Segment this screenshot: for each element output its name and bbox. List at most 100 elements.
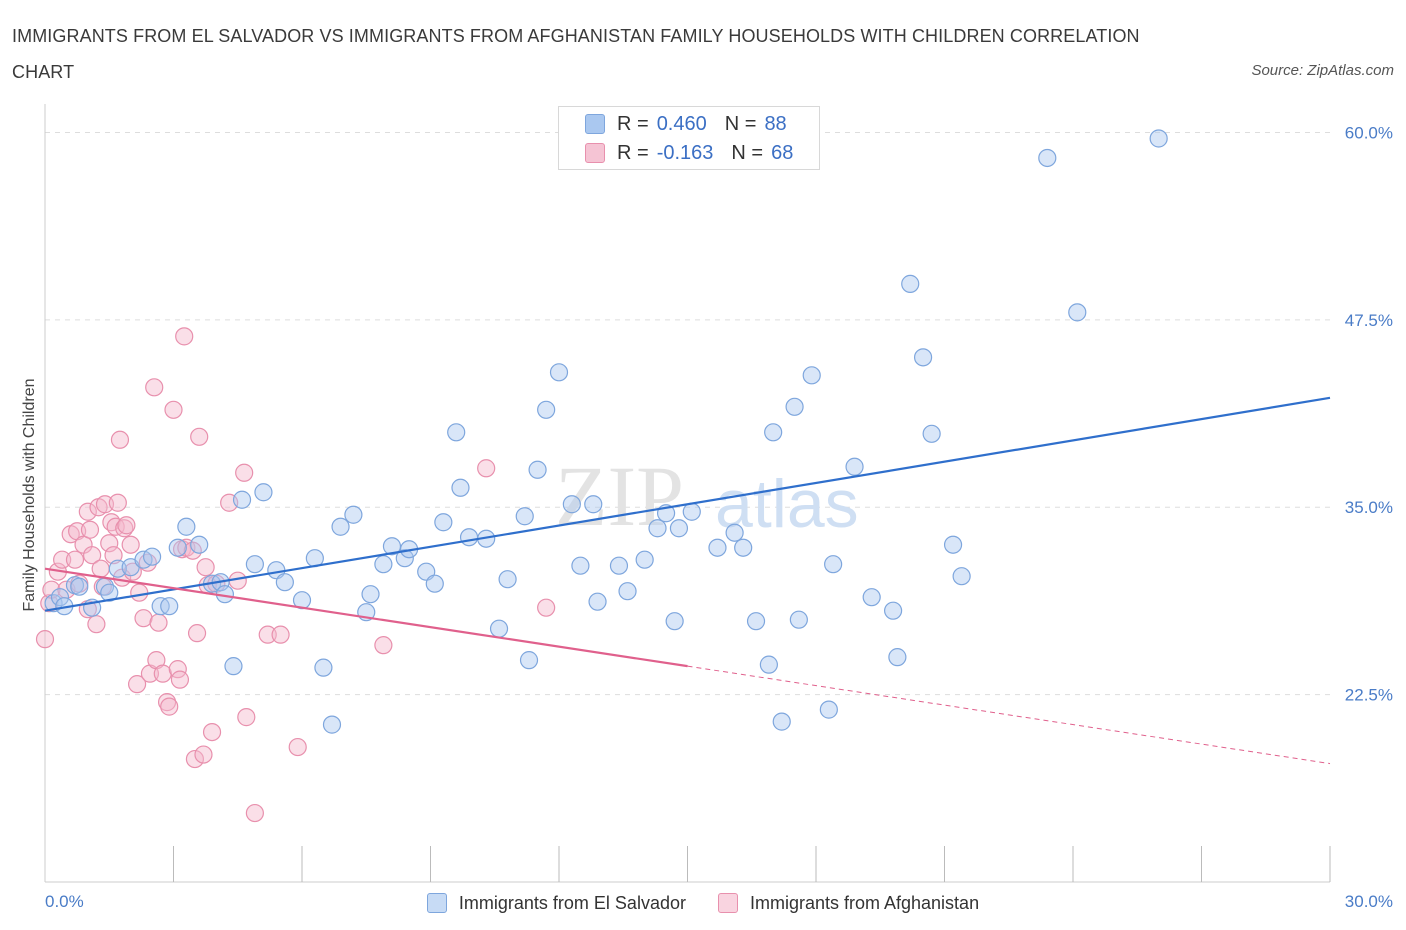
afghanistan-point bbox=[190, 427, 209, 446]
afghanistan-point bbox=[83, 546, 102, 565]
el-salvador-point bbox=[537, 400, 556, 419]
el-salvador-point bbox=[314, 658, 333, 677]
afghanistan-point bbox=[477, 459, 496, 478]
watermark-zip: ZIP bbox=[555, 448, 684, 544]
el-salvador-point bbox=[708, 538, 727, 557]
el-salvador-point bbox=[254, 483, 273, 502]
el-salvador-point bbox=[50, 588, 70, 607]
el-salvador-point bbox=[862, 588, 881, 607]
el-salvador-point bbox=[635, 550, 654, 569]
afghanistan-point bbox=[202, 722, 222, 742]
el-salvador-point bbox=[789, 610, 808, 629]
x-tick-labels: 0.0% 30.0% bbox=[45, 892, 1393, 911]
el-salvador-trend-line bbox=[44, 396, 1331, 612]
el-salvador-point bbox=[785, 397, 804, 416]
n-label: N = bbox=[731, 141, 764, 164]
legend-label: Immigrants from Afghanistan bbox=[749, 892, 980, 913]
y-tick-label: 60.0% bbox=[1345, 123, 1393, 142]
el-salvador-point bbox=[584, 495, 603, 514]
afghanistan-point bbox=[175, 327, 194, 346]
source-label: Source: ZipAtlas.com bbox=[1251, 62, 1394, 79]
afghanistan-point bbox=[127, 675, 147, 694]
n-label: N = bbox=[724, 112, 757, 135]
el-salvador-point bbox=[913, 348, 933, 367]
el-salvador-point bbox=[322, 715, 342, 734]
el-salvador-point bbox=[845, 457, 864, 476]
afghanistan-point bbox=[117, 516, 136, 535]
trend-lines bbox=[44, 396, 1331, 765]
el-salvador-point bbox=[451, 478, 470, 497]
el-salvador-point bbox=[100, 583, 119, 602]
afghanistan-point bbox=[104, 546, 123, 565]
el-salvador-point bbox=[759, 655, 778, 674]
el-salvador-point bbox=[819, 700, 838, 719]
afghanistan-point bbox=[160, 697, 179, 716]
afghanistan-point bbox=[537, 598, 556, 617]
afghanistan-point bbox=[237, 708, 256, 727]
afghanistan-points bbox=[35, 327, 556, 823]
el-salvador-points bbox=[44, 129, 1168, 734]
series-legend: Immigrants from El Salvador Immigrants f… bbox=[0, 888, 1406, 918]
n-value: 68 bbox=[771, 141, 794, 164]
el-salvador-point bbox=[682, 502, 701, 521]
el-salvador-point bbox=[922, 424, 941, 443]
el-salvador-point bbox=[447, 423, 466, 442]
r-label: R = bbox=[617, 141, 649, 164]
afghanistan-point bbox=[65, 550, 85, 569]
el-salvador-point bbox=[1068, 303, 1087, 322]
el-salvador-point bbox=[395, 549, 414, 568]
afghanistan-point bbox=[121, 535, 140, 554]
afghanistan-point bbox=[271, 625, 290, 644]
el-salvador-point bbox=[190, 535, 209, 554]
afghanistan-point bbox=[108, 493, 127, 512]
el-salvador-point bbox=[746, 612, 766, 631]
el-salvador-point bbox=[901, 274, 920, 293]
x-tick-label: 0.0% bbox=[45, 892, 84, 911]
legend-item-el-salvador: Immigrants from El Salvador bbox=[426, 888, 686, 918]
el-salvador-point bbox=[331, 517, 350, 536]
correlation-legend: R = 0.460 N = 88 R = -0.163 N = 68 bbox=[558, 106, 820, 170]
afghanistan-point bbox=[187, 624, 207, 643]
el-salvador-point bbox=[70, 577, 89, 596]
afghanistan-point bbox=[149, 613, 168, 632]
el-salvador-point bbox=[425, 574, 444, 593]
el-salvador-point bbox=[952, 567, 971, 586]
afghanistan-point bbox=[53, 550, 72, 569]
afghanistan-point bbox=[194, 745, 213, 764]
grid-lines bbox=[45, 131, 1330, 696]
afghanistan-point bbox=[91, 559, 110, 578]
el-salvador-point bbox=[519, 651, 539, 670]
afghanistan-point bbox=[100, 534, 119, 553]
afghanistan-point bbox=[196, 558, 215, 577]
afghanistan-point bbox=[87, 615, 106, 634]
blue-swatch-icon bbox=[426, 893, 447, 913]
el-salvador-point bbox=[824, 555, 843, 574]
el-salvador-point bbox=[562, 495, 581, 514]
el-salvador-point bbox=[361, 585, 380, 604]
el-salvador-point bbox=[177, 517, 196, 536]
r-value: 0.460 bbox=[656, 112, 707, 135]
afghanistan-point bbox=[185, 749, 205, 769]
el-salvador-point bbox=[1149, 129, 1168, 148]
watermark-atlas: atlas bbox=[715, 466, 859, 542]
el-salvador-point bbox=[489, 619, 509, 638]
el-salvador-point bbox=[725, 523, 744, 542]
el-salvador-point bbox=[232, 490, 252, 509]
el-salvador-point bbox=[374, 555, 393, 574]
legend-row-afghanistan: R = -0.163 N = 68 bbox=[585, 138, 793, 168]
afghanistan-point bbox=[40, 594, 59, 613]
chart-title: IMMIGRANTS FROM EL SALVADOR VS IMMIGRANT… bbox=[12, 26, 1140, 82]
el-salvador-point bbox=[883, 601, 903, 620]
el-salvador-point bbox=[168, 538, 187, 557]
pink-swatch-icon bbox=[717, 893, 738, 913]
afghanistan-point bbox=[170, 670, 190, 689]
afghanistan-point bbox=[115, 519, 134, 538]
el-salvador-point bbox=[734, 538, 753, 557]
el-salvador-point bbox=[344, 505, 363, 524]
r-value: -0.163 bbox=[656, 141, 714, 164]
el-salvador-point bbox=[571, 556, 590, 575]
el-salvador-point bbox=[772, 712, 791, 731]
afghanistan-point bbox=[80, 520, 100, 539]
afghanistan-point bbox=[374, 636, 393, 655]
